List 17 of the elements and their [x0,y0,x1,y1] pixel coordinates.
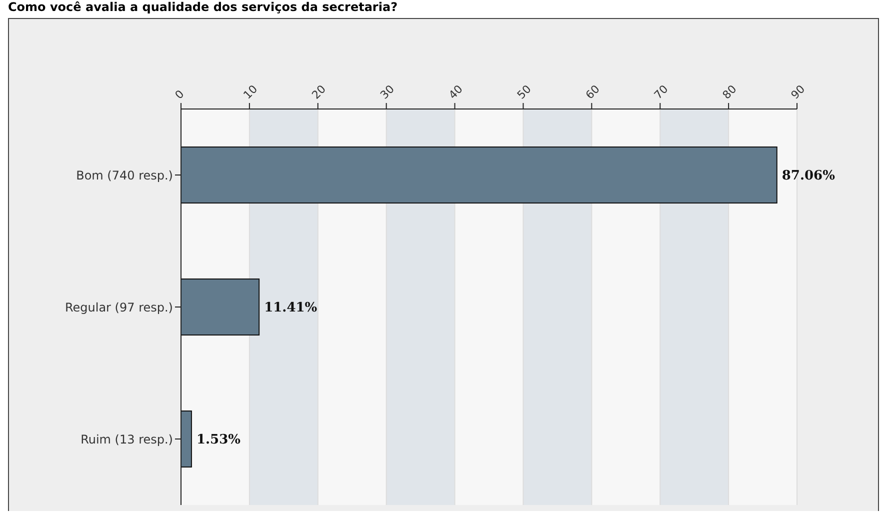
x-tick-label: 40 [446,82,466,102]
x-tick-label: 30 [378,82,397,102]
x-tick-label: 50 [514,82,534,102]
x-tick-label: 20 [309,82,328,102]
x-tick-label: 10 [240,82,260,102]
data-label: 87.06% [782,168,836,184]
data-label: 1.53% [196,432,242,448]
x-tick-label: 80 [720,82,740,102]
data-label: 11.41% [264,300,318,316]
x-tick-label: 90 [788,82,808,102]
x-tick-label: 70 [652,82,671,102]
y-tick-label: Ruim (13 resp.) [80,432,173,446]
x-tick-label: 60 [583,82,602,102]
chart-title: Como você avalia a qualidade dos serviços da secretaria? [7,0,399,16]
x-tick-label: 0 [172,88,187,102]
y-tick-label: Bom (740 resp.) [76,168,173,182]
y-tick-label: Regular (97 resp.) [64,300,173,314]
